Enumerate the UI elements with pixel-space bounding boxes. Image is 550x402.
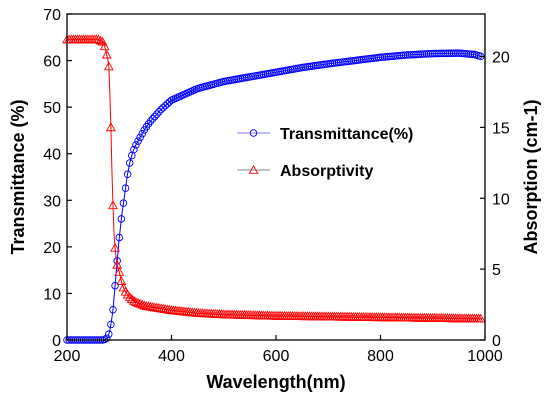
y-right-tick-label: 15: [492, 120, 510, 137]
y-right-tick-label: 0: [492, 333, 501, 350]
absorptivity-marker: [112, 259, 123, 269]
transmittance-marker: [136, 133, 144, 142]
absorptivity-marker: [137, 299, 148, 309]
absorptivity-marker: [135, 298, 146, 308]
series-layer: [62, 34, 486, 344]
x-tick-label: 1000: [467, 348, 503, 365]
absorptivity-marker: [131, 297, 141, 306]
absorptivity-marker: [126, 294, 137, 303]
x-axis-title: Wavelength(nm): [206, 372, 345, 392]
transmittance-marker: [148, 115, 157, 123]
transmittance-marker: [163, 100, 172, 108]
transmittance-marker: [159, 103, 167, 112]
absorptivity-marker: [114, 266, 125, 276]
transmittance-marker: [130, 145, 138, 154]
x-tick-label: 800: [367, 348, 394, 365]
transmittance-marker: [121, 184, 130, 192]
transmittance-marker: [153, 110, 161, 118]
transmittance-marker: [109, 305, 117, 314]
transmittance-marker: [151, 112, 159, 121]
absorptivity-marker: [110, 242, 121, 252]
transmittance-marker: [134, 137, 142, 145]
legend-item: Transmittance(%): [237, 126, 413, 143]
absorptivity-series: [62, 34, 486, 323]
y-right-tick-label: 10: [492, 191, 510, 208]
transmittance-marker: [155, 108, 163, 116]
absorptivity-marker: [122, 289, 133, 299]
transmittance-marker: [138, 129, 146, 138]
y-left-tick-label: 0: [52, 333, 61, 350]
y-left-tick-label: 50: [43, 100, 61, 117]
absorptivity-marker: [116, 275, 127, 285]
absorptivity-marker: [93, 34, 104, 44]
transmittance-marker: [102, 334, 111, 343]
absorptivity-marker: [103, 61, 114, 71]
y-right-tick-label: 5: [492, 262, 501, 279]
absorptivity-marker: [475, 313, 486, 323]
x-tick-label: 200: [54, 348, 81, 365]
transmittance-marker: [123, 170, 132, 178]
y-left-tick-label: 30: [43, 193, 61, 210]
legend-marker: [248, 164, 259, 174]
absorptivity-marker: [128, 295, 139, 305]
legend: Transmittance(%) Absorptivity: [237, 126, 413, 180]
legend-label: Transmittance(%): [280, 126, 413, 143]
absorptivity-marker: [108, 200, 118, 210]
y-left-tick-label: 40: [43, 147, 61, 164]
transmittance-marker: [125, 159, 134, 167]
transmittance-marker: [132, 141, 140, 149]
y-axis-title-left: Transmittance (%): [8, 99, 28, 254]
y-left-tick-label: 10: [43, 286, 61, 303]
absorptivity-marker: [99, 41, 110, 51]
series-line: [67, 39, 483, 320]
absorptivity-marker: [124, 292, 135, 302]
transmittance-marker: [105, 330, 113, 338]
y-axis-title-right: Absorption (cm-1): [521, 99, 541, 254]
y-left-tick-label: 60: [43, 54, 61, 71]
y-left-tick-label: 20: [43, 240, 61, 257]
absorptivity-marker: [101, 49, 112, 59]
transmittance-marker: [107, 320, 115, 329]
legend-marker: [249, 129, 258, 137]
transmittance-marker: [161, 101, 169, 110]
y-left-tick-label: 70: [43, 7, 61, 24]
transmittance-marker: [157, 105, 165, 114]
absorptivity-marker: [95, 35, 106, 45]
legend-label: Absorptivity: [280, 163, 373, 180]
y-right-tick-label: 20: [492, 50, 510, 67]
absorptivity-marker: [105, 122, 116, 132]
transmittance-marker: [111, 281, 119, 290]
x-tick-label: 600: [263, 348, 290, 365]
legend-item: Absorptivity: [237, 163, 373, 180]
transmittance-marker: [115, 233, 123, 242]
transmittance-marker: [119, 199, 128, 207]
transmittance-marker: [117, 215, 126, 223]
absorptivity-marker: [120, 286, 131, 296]
transmittance-marker: [146, 117, 155, 125]
x-tick-label: 400: [158, 348, 185, 365]
absorptivity-marker: [133, 297, 144, 307]
